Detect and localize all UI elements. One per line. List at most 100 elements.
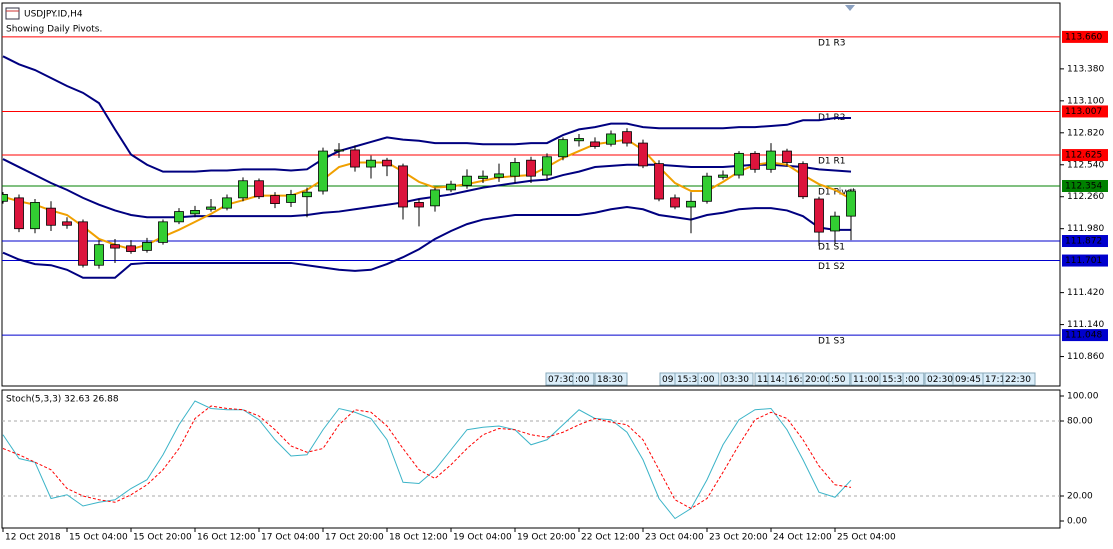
event-label: 16: [788, 375, 802, 385]
candle-body [382, 159, 392, 167]
candle-body [398, 165, 408, 208]
candle-body [174, 211, 184, 223]
candle-body [846, 190, 856, 217]
candle-body [238, 180, 248, 199]
y-tick-label: 113.100 [1067, 96, 1104, 106]
candle-body [158, 221, 168, 243]
y-tick-label: 111.140 [1067, 320, 1104, 330]
pivot-price-label: 111.048 [1065, 331, 1102, 341]
y-tick-label: 100.00 [1067, 392, 1099, 402]
candle-body [766, 150, 776, 170]
candle-body [638, 142, 648, 167]
y-tick-label: 112.540 [1067, 160, 1104, 170]
candle-body [574, 138, 584, 142]
event-label: 11:00 [853, 375, 879, 385]
main-pane [1, 2, 1061, 387]
y-tick-label: 112.260 [1067, 192, 1104, 202]
event-label: 02:30 [927, 375, 953, 385]
pivot-name: D1 S1 [818, 243, 845, 253]
event-label: :00 [700, 375, 715, 385]
x-tick-label: 19 Oct 04:00 [453, 533, 512, 543]
candle-body [286, 194, 296, 203]
candle-body [686, 200, 696, 208]
event-label: 03:30 [723, 375, 749, 385]
x-tick-label: 22 Oct 12:00 [581, 533, 640, 543]
candle-body [302, 191, 312, 198]
candle-body [190, 210, 200, 215]
candle-body [830, 215, 840, 232]
candle-body [798, 163, 808, 198]
y-tick-label: 112.820 [1067, 128, 1104, 138]
shift-marker [845, 5, 855, 11]
event-box [828, 372, 851, 386]
pivot-price-label: 113.007 [1065, 107, 1102, 117]
event-label: 20:00 [805, 375, 831, 385]
event-box [720, 372, 754, 386]
candle-body [254, 180, 264, 198]
candle-body [814, 198, 824, 233]
x-tick-label: 18 Oct 12:00 [389, 533, 448, 543]
x-tick-label: 17 Oct 04:00 [261, 533, 320, 543]
pivot-price-box [1062, 105, 1108, 118]
indicator-line [2, 205, 851, 279]
candle-body [430, 189, 440, 207]
x-tick-label: 15 Oct 04:00 [69, 533, 128, 543]
pivot-price-label: 112.354 [1065, 181, 1102, 191]
x-tick-label: 23 Oct 20:00 [709, 533, 768, 543]
stoch-title: Stoch(5,3,3) 32.63 26.88 [6, 395, 119, 405]
pivot-name: D1 R3 [818, 38, 846, 48]
candle-body [446, 183, 456, 191]
candle-body [78, 221, 88, 266]
candle-body [414, 202, 424, 208]
chart-icon [5, 7, 20, 20]
pivot-price-box [1062, 235, 1108, 248]
y-tick-label: 80.00 [1067, 417, 1093, 427]
pivot-price-label: 111.701 [1065, 256, 1102, 266]
pivot-price-box [1062, 149, 1108, 162]
event-box [697, 372, 720, 386]
candle-body [142, 241, 152, 251]
x-tick-label: 12 Oct 2018 [5, 533, 61, 543]
candle-body [494, 173, 504, 178]
y-tick-label: 0.00 [1067, 517, 1087, 527]
y-tick-label: 113.380 [1067, 64, 1104, 74]
candle-body [526, 159, 536, 177]
x-tick-label: 23 Oct 04:00 [645, 533, 704, 543]
pivot-name: D1 S3 [818, 337, 845, 347]
indicator-line [2, 55, 851, 173]
pivot-name: D1 R1 [818, 157, 846, 167]
axes: 113.380 113.100 112.820 112.540 112.260 111.9… [2, 30, 1108, 543]
event-label: 18:30 [597, 375, 623, 385]
candle-body [590, 141, 600, 147]
pivot-price-label: 111.872 [1065, 237, 1102, 247]
stoch-line [2, 400, 852, 520]
candle-body [110, 244, 120, 249]
y-tick-label: 110.860 [1067, 352, 1104, 362]
pivot-name: D1 Pivot [818, 187, 856, 197]
event-label: 07:30 [548, 375, 574, 385]
candle-body [318, 150, 328, 192]
pivot-price-box [1062, 254, 1108, 267]
pivot-name: D1 S2 [818, 262, 845, 272]
candle-body [366, 159, 376, 168]
event-label: 14: [770, 375, 784, 385]
candle-body [542, 156, 552, 176]
x-tick-label: 16 Oct 12:00 [197, 533, 256, 543]
event-label: 15:30 [882, 375, 908, 385]
x-tick-label: 15 Oct 20:00 [133, 533, 192, 543]
stoch-plot [2, 400, 1060, 520]
event-label: 17:1 [985, 375, 1005, 385]
y-tick-label: 111.420 [1067, 288, 1104, 298]
event-label: :00 [575, 375, 590, 385]
pivot-price-box [1062, 30, 1108, 43]
candle-body [270, 195, 280, 204]
event-label: 09: [662, 375, 676, 385]
candle-body [2, 194, 8, 202]
candle-body [782, 150, 792, 163]
y-tick-label: 20.00 [1067, 492, 1093, 502]
candle-body [606, 133, 616, 145]
candle-body [206, 206, 216, 210]
y-tick-label: 111.980 [1067, 224, 1104, 234]
stoch-pane [1, 389, 1061, 529]
